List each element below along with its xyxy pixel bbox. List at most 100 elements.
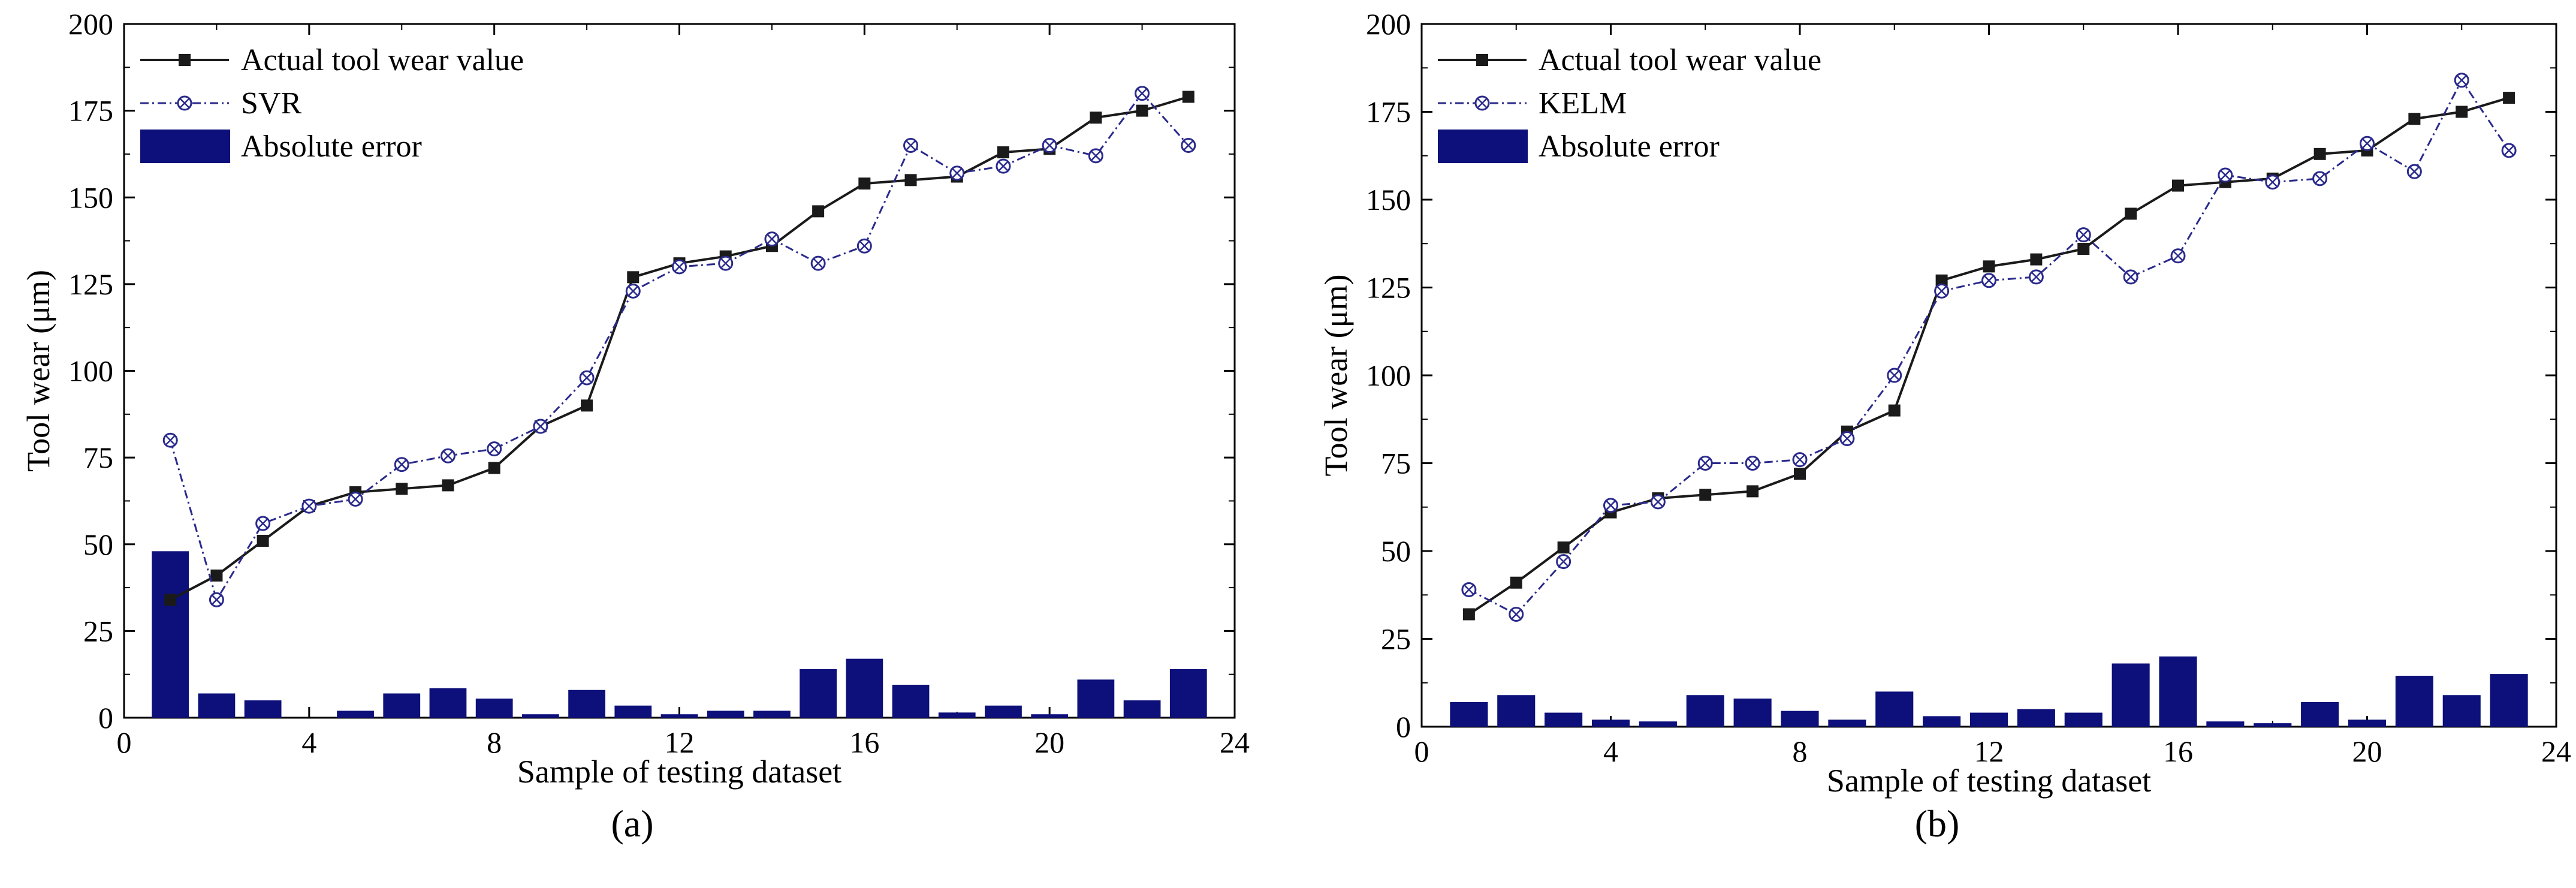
x-tick-label: 8: [487, 726, 502, 759]
prediction-marker: [856, 238, 872, 254]
error-bar: [985, 705, 1022, 718]
prediction-marker: [2454, 73, 2469, 88]
legend-marker: [1476, 54, 1488, 66]
y-tick-label: 150: [1366, 183, 1411, 216]
actual-marker: [257, 534, 269, 547]
marker-cross: [2315, 173, 2325, 183]
marker-cross: [906, 140, 916, 150]
marker-cross: [1045, 140, 1055, 150]
prediction-marker: [579, 370, 595, 386]
marker-cross: [1748, 458, 1758, 468]
y-tick-label: 150: [68, 180, 113, 214]
error-bar: [244, 700, 282, 718]
marker-cross: [1842, 434, 1852, 444]
marker-cross: [1464, 585, 1474, 595]
error-bar: [892, 685, 930, 718]
marker-cross: [582, 373, 592, 383]
prediction-marker: [1650, 494, 1666, 510]
error-bar: [1923, 716, 1961, 727]
error-bar: [707, 711, 744, 718]
actual-marker: [1510, 576, 1522, 589]
prediction-marker: [2218, 167, 2233, 183]
marker-cross: [397, 459, 407, 469]
prediction-marker: [625, 283, 641, 299]
x-tick-label: 12: [665, 726, 695, 759]
prediction-marker: [1509, 606, 1524, 622]
marker-cross: [952, 168, 962, 178]
marker-cross: [2173, 251, 2183, 261]
error-bar: [2348, 720, 2387, 727]
x-tick-label: 0: [1414, 735, 1429, 768]
prediction-line: [169, 92, 1189, 603]
error-bar: [337, 711, 374, 718]
error-bar: [1639, 721, 1677, 727]
prediction-marker: [996, 158, 1011, 174]
actual-marker: [858, 177, 871, 190]
error-bar: [1781, 711, 1819, 727]
panel-label: (b): [1915, 802, 1960, 845]
y-tick-label: 125: [68, 267, 113, 301]
prediction-marker: [1887, 368, 1902, 383]
y-tick-label: 100: [68, 354, 113, 388]
prediction-marker: [1181, 137, 1196, 153]
marker-cross: [443, 451, 453, 461]
y-tick-label: 200: [68, 7, 113, 41]
prediction-line: [1468, 78, 2510, 616]
marker-cross: [1183, 140, 1193, 150]
legend-marker-cross: [180, 98, 189, 108]
error-bar: [152, 551, 189, 718]
legend-item: Actual tool wear value: [1438, 43, 1821, 77]
prediction-marker: [718, 255, 734, 271]
actual-marker: [442, 479, 454, 492]
actual-marker: [627, 271, 640, 284]
marker-cross: [2031, 272, 2041, 282]
actual-marker: [1794, 468, 1806, 480]
y-tick-label: 25: [1381, 622, 1411, 656]
prediction-marker: [1603, 498, 1618, 513]
marker-cross: [674, 262, 684, 272]
x-tick-label: 20: [2352, 735, 2382, 768]
legend-item: KELM: [1438, 86, 1627, 121]
error-bar: [614, 705, 652, 718]
prediction-marker: [1745, 456, 1760, 471]
legend-label: Absolute error: [241, 130, 422, 164]
error-bar: [429, 688, 467, 718]
actual-marker: [2125, 207, 2137, 220]
marker-cross: [2457, 75, 2467, 85]
actual-marker: [1090, 112, 1102, 124]
prediction-marker: [209, 592, 224, 607]
actual-marker: [164, 594, 177, 606]
error-bar: [2301, 702, 2339, 727]
actual-marker: [2456, 106, 2468, 118]
marker-cross: [1795, 454, 1805, 465]
actual-marker: [1182, 91, 1195, 103]
actual-marker: [2408, 113, 2421, 125]
y-tick-label: 175: [68, 94, 113, 128]
marker-cross: [1091, 150, 1101, 161]
prediction-marker: [1981, 273, 1996, 288]
error-bar: [1031, 714, 1069, 718]
marker-cross: [535, 422, 545, 431]
prediction-marker: [2406, 164, 2422, 179]
error-bar: [1545, 712, 1583, 727]
prediction-marker: [810, 255, 826, 271]
x-tick-label: 16: [849, 726, 879, 759]
legend-item: SVR: [140, 86, 301, 121]
prediction-marker: [1792, 452, 1808, 468]
marker-cross: [1606, 500, 1616, 510]
actual-marker: [1983, 260, 1995, 273]
x-tick-label: 16: [2163, 735, 2193, 768]
error-bar: [846, 658, 883, 718]
prediction-marker: [162, 432, 178, 448]
error-bar: [1123, 700, 1161, 718]
chart-panel-b: 0 25 50 75 100 125 150 175 200 0 4 8 12 16 20 24 Sample …: [1318, 7, 2571, 845]
marker-cross: [2079, 230, 2089, 240]
prediction-marker: [533, 419, 548, 434]
panel-label: (a): [611, 802, 653, 845]
legend-marker-cross: [1477, 98, 1487, 108]
marker-cross: [859, 241, 870, 251]
error-bar: [1077, 679, 1115, 718]
prediction-marker: [1697, 456, 1713, 471]
error-bar: [1733, 699, 1772, 727]
